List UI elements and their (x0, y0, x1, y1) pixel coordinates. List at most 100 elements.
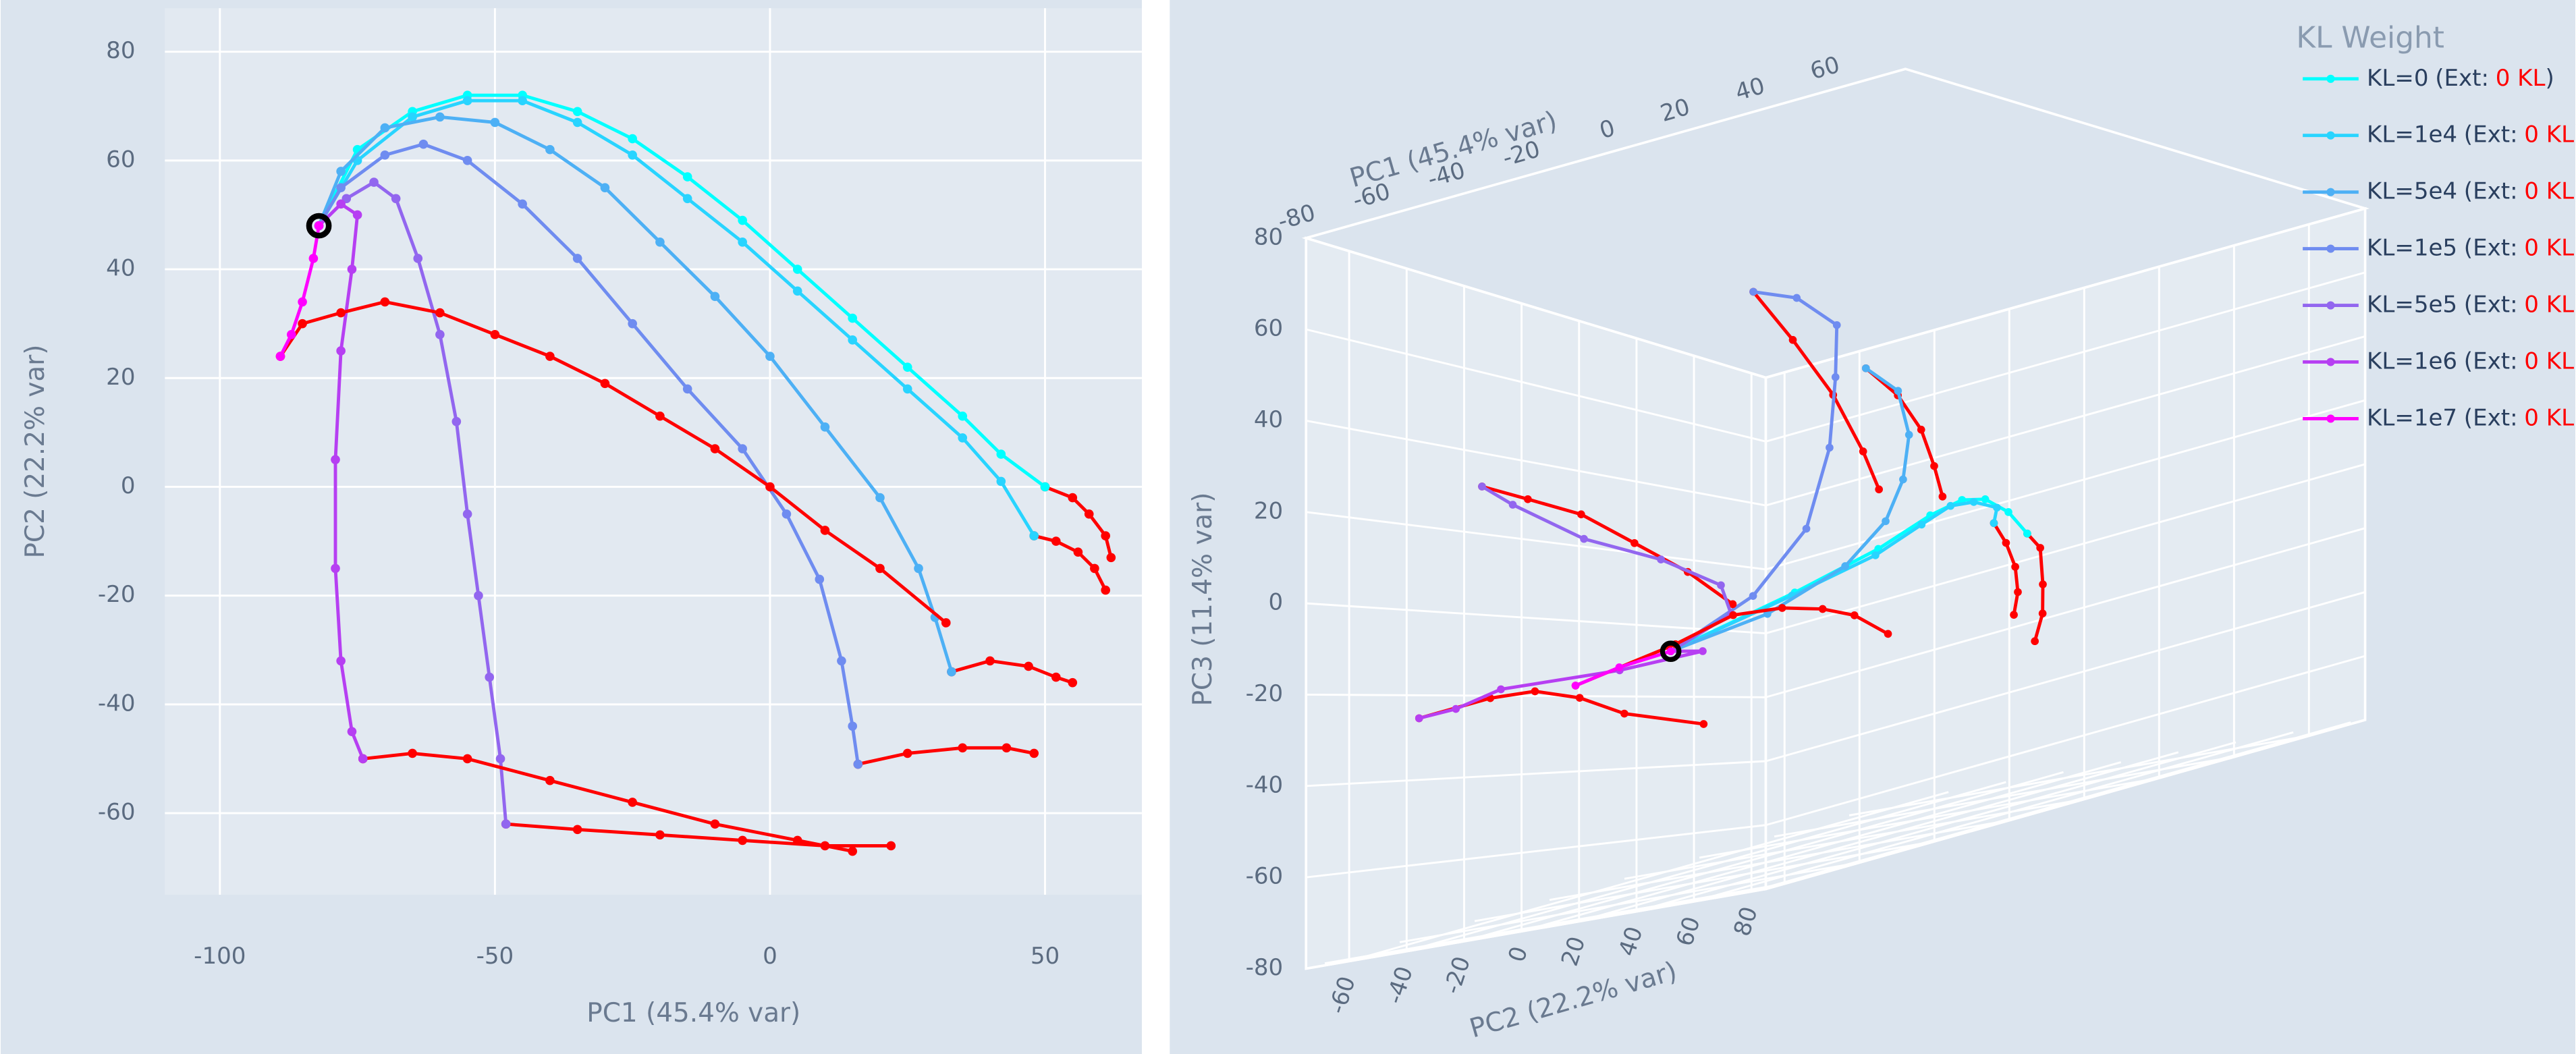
z-tick-label: -60 (1246, 863, 1284, 890)
trajectory-line (505, 822, 892, 848)
trajectory-point (628, 798, 637, 807)
trajectory-point (408, 112, 417, 122)
legend-ext-name: 0 KL (2524, 291, 2574, 318)
grid-line (1765, 271, 2365, 443)
legend-label: KL=1e6 (Ext:0 KL) (2367, 348, 2576, 375)
trajectory-point (1861, 364, 1870, 372)
legend-name: KL=1e4 (2367, 121, 2457, 148)
trajectory-point (2038, 609, 2047, 617)
z3d-axis-title: PC3 (11.4% var) (1188, 493, 1218, 706)
trajectory-point (1024, 661, 1033, 671)
trajectory-point (886, 841, 896, 851)
legend-name: KL=5e5 (2367, 291, 2457, 318)
trajectory-point (1802, 524, 1811, 533)
trajectory-point (682, 194, 692, 204)
trajectory-point (1508, 501, 1517, 509)
trajectory-point (451, 416, 462, 426)
trajectory-point (358, 754, 368, 764)
trajectory-point (1882, 517, 1890, 526)
legend-name: KL=0 (2367, 64, 2428, 91)
trajectory-point (331, 455, 340, 464)
legend-ext-suffix: ) (2545, 64, 2554, 91)
grid-line (1305, 237, 1766, 379)
trajectory-point (1832, 321, 1841, 329)
trajectory-point (336, 199, 346, 209)
trajectory-point (820, 422, 830, 432)
trajectory-point (941, 618, 951, 628)
plot-area (165, 8, 1142, 895)
grid-line (1348, 791, 1949, 962)
start-marker (1660, 640, 1682, 663)
trajectory-line (317, 202, 365, 760)
trajectory-point (336, 656, 346, 666)
trajectory-point (391, 194, 401, 204)
trajectory-point (985, 656, 995, 666)
trajectory-point (1778, 604, 1786, 612)
trajectory-point (1068, 677, 1078, 688)
legend-name: KL=1e7 (2367, 404, 2457, 431)
legend-ext-suffix: ) (2574, 177, 2576, 204)
trajectory-point (501, 819, 511, 829)
grid-line (1306, 511, 1766, 571)
legend-swatch-dot (2326, 301, 2335, 310)
trajectory-point (1990, 519, 1998, 528)
trajectory-point (902, 384, 912, 394)
trajectory-point (947, 667, 956, 677)
grid-line (1693, 731, 2294, 903)
legend-swatch-dot (2326, 131, 2335, 140)
z-tick-label: 40 (1254, 406, 1283, 433)
trajectory-point (1452, 704, 1460, 713)
trajectory-point (474, 590, 483, 601)
trajectory-point (1946, 501, 1955, 510)
trajectory-point (1958, 496, 1967, 504)
chart-2d: -100 -50 0 50 -60 -40 -20 0 20 40 60 80 (98, 8, 1142, 970)
y-axis-title: PC2 (22.2% var) (20, 345, 51, 559)
trajectory-point (1904, 431, 1913, 439)
legend-label: KL=1e4 (Ext:0 KL) (2367, 121, 2576, 148)
grid-line (1765, 591, 2365, 762)
trajectory-point (1580, 534, 1588, 543)
trajectory-line (1670, 290, 1839, 653)
grid-line (1636, 741, 2237, 913)
trajectory-point (1571, 682, 1580, 690)
trajectory-point (408, 748, 417, 758)
trajectory-point (710, 292, 720, 302)
trajectory-point (1029, 748, 1039, 758)
trajectory-point (1002, 743, 1012, 753)
trajectory-point (738, 215, 747, 225)
trajectory-point (765, 482, 775, 492)
grid-line (1306, 760, 1766, 787)
y-tick-label: -20 (98, 581, 136, 608)
trajectory-point (1728, 600, 1737, 609)
y-tick-label: 40 (106, 255, 135, 282)
legend-ext-prefix: (Ext: (2464, 234, 2518, 261)
trajectory-point (418, 139, 429, 149)
trajectory-point (1415, 714, 1423, 723)
legend-ext-suffix: ) (2574, 348, 2576, 375)
legend-ext-suffix: ) (2574, 404, 2576, 431)
z-tick-label: -20 (1246, 680, 1284, 707)
trajectory-point (2023, 529, 2031, 538)
trajectory-point (336, 183, 346, 192)
trajectory-point (1818, 605, 1827, 613)
legend-name: KL=1e5 (2367, 234, 2457, 261)
trajectory-point (1826, 443, 1834, 452)
trajectory-point (1575, 694, 1584, 702)
trajectory-line (1481, 484, 1734, 606)
trajectory-point (1524, 495, 1532, 503)
trajectory-point (1841, 562, 1849, 570)
legend-label: KL=5e5 (Ext:0 KL) (2367, 291, 2576, 318)
trajectory-point (815, 574, 825, 584)
trajectory-point (628, 134, 637, 144)
trajectory-point (490, 329, 500, 339)
trajectory-point (336, 346, 346, 356)
trajectory-point (1884, 630, 1892, 638)
trajectory-point (682, 384, 692, 394)
trajectory-point (1969, 498, 1978, 506)
trajectory-line (317, 180, 508, 825)
trajectory-point (462, 509, 472, 519)
legend-swatch-dot (2326, 244, 2335, 253)
trajectory-point (848, 721, 858, 731)
legend-swatch-dot (2326, 188, 2335, 196)
